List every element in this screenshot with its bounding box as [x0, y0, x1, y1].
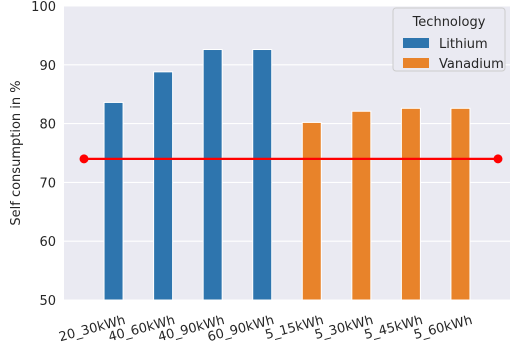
y-tick-label: 80 [39, 118, 56, 133]
legend-box [392, 7, 506, 72]
reference-marker-start [79, 154, 89, 164]
reference-marker-end [493, 154, 503, 164]
y-tick-label: 70 [39, 176, 56, 191]
y-tick-label: 60 [39, 235, 56, 250]
bar-vanadium-5_60kWh [450, 107, 471, 301]
y-tick-label: 50 [39, 294, 56, 309]
bar-lithium-40_60kWh [153, 71, 174, 301]
y-axis-label: Self consumption in % [9, 80, 24, 225]
x-tick-labels: 20_30kWh40_60kWh40_90kWh60_90kWh5_15kWh5… [57, 313, 474, 345]
y-tick-labels: 50 60 70 80 90 100 [31, 0, 56, 309]
bar-lithium-60_90kWh [252, 49, 273, 301]
reference-line-group [79, 154, 503, 164]
bar-vanadium-5_15kWh [301, 121, 322, 301]
legend-swatch-vanadium [403, 58, 429, 68]
legend-swatch-lithium [403, 38, 429, 48]
bar-vanadium-5_30kWh [351, 110, 372, 301]
bar-lithium-40_90kWh [202, 49, 223, 301]
legend-label-vanadium: Vanadium [439, 57, 504, 72]
y-tick-label: 90 [39, 59, 56, 74]
legend: Technology Lithium Vanadium [392, 7, 506, 72]
legend-title: Technology [412, 15, 486, 30]
grid-lines [64, 5, 510, 301]
bar-vanadium-5_45kWh [400, 107, 421, 301]
legend-label-lithium: Lithium [439, 37, 488, 52]
y-tick-label: 100 [31, 0, 56, 15]
bar-lithium-20_30kWh [103, 101, 124, 301]
